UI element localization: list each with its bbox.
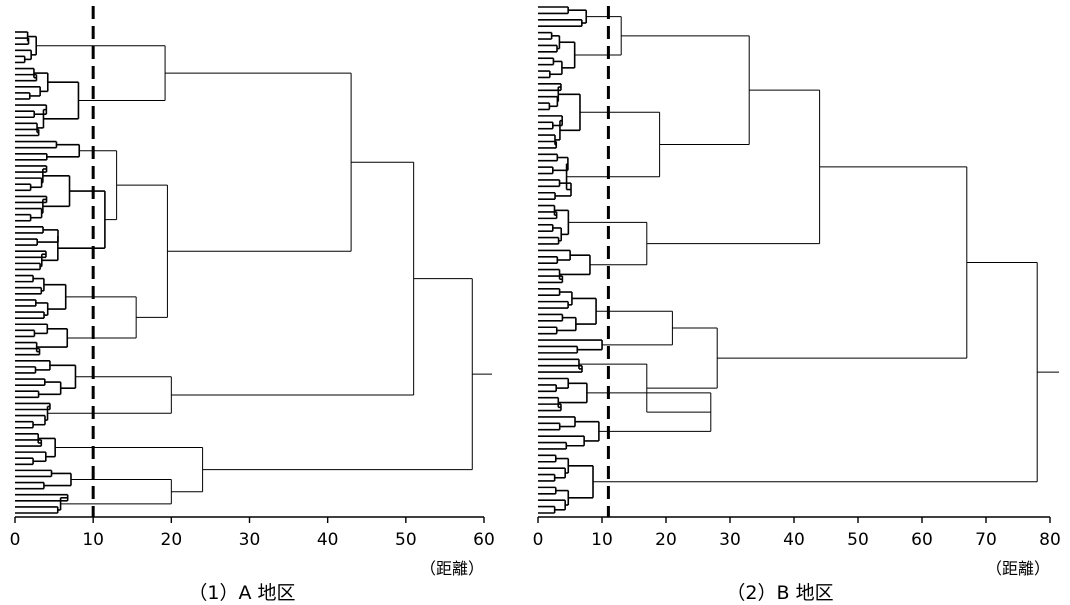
x-axis-unit-label-b: （距離） xyxy=(986,559,1050,578)
dendrogram-panel-a: 0 10 20 30 40 50 60 （距離） （1）A 地区 xyxy=(10,6,495,604)
x-axis-ticks-a: 0 10 20 30 40 50 60 xyxy=(10,517,495,550)
dendrogram-panel-b: 0 10 20 30 40 50 60 70 80 （距離） （2）B 地区 xyxy=(533,6,1061,604)
x-axis-tick-label: 20 xyxy=(161,530,183,550)
dendrogram-branches-a xyxy=(15,32,492,513)
x-axis-tick-label: 30 xyxy=(239,530,261,550)
x-axis-tick-label: 80 xyxy=(1039,530,1061,550)
x-axis-tick-label: 10 xyxy=(591,530,613,550)
x-axis-tick-label: 50 xyxy=(847,530,869,550)
x-axis-tick-label: 10 xyxy=(82,530,104,550)
x-axis-tick-label: 20 xyxy=(655,530,677,550)
x-axis-tick-label: 40 xyxy=(317,530,339,550)
x-axis-tick-label: 30 xyxy=(719,530,741,550)
x-axis-unit-label-a: （距離） xyxy=(420,559,484,578)
x-axis-tick-label: 70 xyxy=(975,530,997,550)
x-axis-tick-label: 60 xyxy=(911,530,933,550)
panel-caption-b: （2）B 地区 xyxy=(726,582,833,604)
x-axis-tick-label: 40 xyxy=(783,530,805,550)
x-axis-tick-label: 0 xyxy=(10,530,21,550)
x-axis-tick-label: 50 xyxy=(395,530,417,550)
panel-caption-a: （1）A 地区 xyxy=(188,582,295,604)
x-axis-tick-label: 60 xyxy=(473,530,495,550)
x-axis-tick-label: 0 xyxy=(533,530,544,550)
x-axis-ticks-b: 0 10 20 30 40 50 60 70 80 xyxy=(533,517,1061,550)
dendrogram-branches-b xyxy=(538,7,1059,513)
